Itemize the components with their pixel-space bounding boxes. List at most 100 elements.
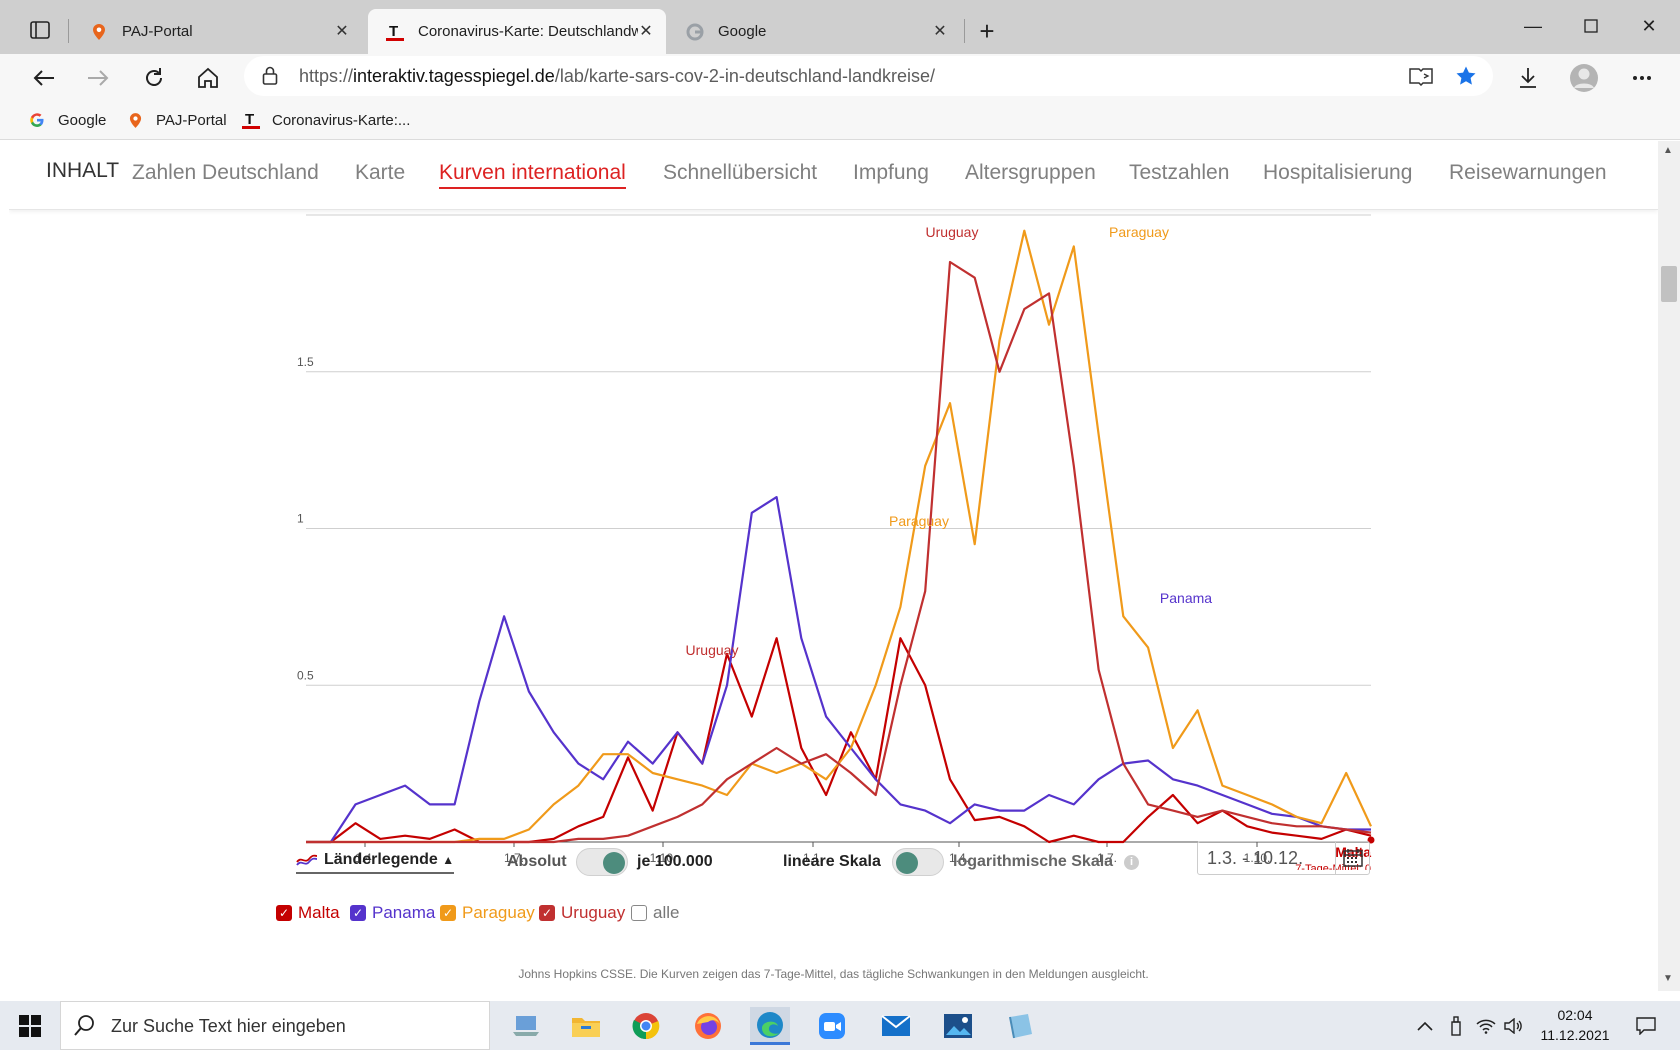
checkbox-uruguay[interactable]: ✓ Uruguay xyxy=(539,903,625,923)
immersive-reader-icon[interactable] xyxy=(1405,62,1437,90)
close-tab-icon[interactable]: ✕ xyxy=(639,23,653,40)
taskbar-search-box[interactable]: Zur Suche Text hier eingeben xyxy=(60,1001,490,1050)
end-sublabel: 7-Tage-Mittel: 0 xyxy=(1295,863,1371,870)
close-tab-icon[interactable]: ✕ xyxy=(335,23,349,40)
tagesspiegel-t-icon: T xyxy=(242,111,260,129)
nav-item-schnelluebersicht[interactable]: Schnellübersicht xyxy=(663,161,818,184)
favorite-star-icon[interactable] xyxy=(1450,62,1482,90)
scrollbar-thumb[interactable] xyxy=(1661,266,1677,302)
tab-label: Coronavirus-Karte: Deutschlandw xyxy=(418,23,638,40)
svg-text:T: T xyxy=(389,23,398,40)
nav-item-kurven-international[interactable]: Kurven international xyxy=(439,161,626,189)
tab-separator xyxy=(964,19,965,43)
linear-scale-label: lineare Skala xyxy=(783,853,881,870)
checkbox-label: alle xyxy=(653,903,680,922)
tab-paj-portal[interactable]: PAJ-Portal ✕ xyxy=(72,9,362,54)
firefox-icon[interactable] xyxy=(688,1007,728,1045)
series-line-panama xyxy=(306,496,1371,844)
nav-item-impfung[interactable]: Impfung xyxy=(853,161,929,184)
checkmark-icon: ✓ xyxy=(350,905,366,921)
nav-item-reisewarnungen[interactable]: Reisewarnungen xyxy=(1449,161,1607,184)
usb-device-icon[interactable] xyxy=(1444,1001,1468,1050)
calendar-icon[interactable] xyxy=(1335,842,1369,874)
windows-start-icon[interactable] xyxy=(10,1007,50,1045)
url-text: https://interaktiv.tagesspiegel.de/lab/k… xyxy=(299,66,935,86)
web-page: INHALT Zahlen Deutschland Karte Kurven i… xyxy=(9,141,1658,991)
file-explorer-icon[interactable] xyxy=(566,1007,606,1045)
mail-icon[interactable] xyxy=(876,1007,916,1045)
legend-lines-icon xyxy=(296,854,318,866)
chrome-icon[interactable] xyxy=(626,1007,666,1045)
google-g-icon xyxy=(28,111,46,129)
checkmark-icon: ✓ xyxy=(539,905,555,921)
zoom-app-icon[interactable] xyxy=(812,1007,852,1045)
downloads-icon[interactable] xyxy=(1510,60,1546,96)
forward-arrow-icon[interactable] xyxy=(80,60,116,96)
bookmark-google[interactable]: Google xyxy=(28,107,106,133)
more-menu-icon[interactable] xyxy=(1624,60,1660,96)
tray-chevron-up-icon[interactable] xyxy=(1410,1001,1440,1050)
date-range-value: 1.3. - 10.12. xyxy=(1207,848,1304,868)
volume-icon[interactable] xyxy=(1500,1001,1528,1050)
search-icon xyxy=(73,1014,95,1043)
taskbar-clock[interactable]: 02:04 11.12.2021 xyxy=(1530,1005,1620,1045)
tab-label: Google xyxy=(718,23,767,40)
info-icon[interactable]: i xyxy=(1124,855,1139,870)
reload-icon[interactable] xyxy=(136,60,172,96)
checkbox-malta[interactable]: ✓ Malta xyxy=(276,903,340,923)
legend-toggle-button[interactable]: Länderlegende ▲ xyxy=(296,851,455,874)
tab-label: PAJ-Portal xyxy=(122,23,193,40)
absolut-per100k-toggle[interactable] xyxy=(576,848,628,876)
tab-actions-icon[interactable] xyxy=(20,14,60,46)
notepad-app-icon[interactable] xyxy=(1000,1007,1040,1045)
close-tab-icon[interactable]: ✕ xyxy=(933,23,947,40)
date-range-input[interactable]: 1.3. - 10.12. xyxy=(1197,841,1370,875)
checkbox-label: Uruguay xyxy=(561,903,626,922)
nav-item-testzahlen[interactable]: Testzahlen xyxy=(1129,161,1230,184)
tab-google[interactable]: Google ✕ xyxy=(668,9,960,54)
close-window-icon[interactable]: ✕ xyxy=(1641,15,1657,36)
series-line-malta xyxy=(306,637,1372,844)
checkbox-paraguay[interactable]: ✓ Paraguay xyxy=(440,903,535,923)
tab-strip: PAJ-Portal ✕ T Coronavirus-Karte: Deutsc… xyxy=(0,0,1680,54)
scroll-up-arrow-icon[interactable]: ▲ xyxy=(1663,145,1673,156)
series-inline-label: Paraguay xyxy=(1109,224,1169,240)
vertical-scrollbar[interactable]: ▲ ▼ xyxy=(1658,141,1680,991)
profile-avatar-icon[interactable] xyxy=(1566,60,1602,96)
maximize-icon[interactable] xyxy=(1566,12,1616,40)
y-tick-label: 1.5 xyxy=(297,355,314,369)
bookmarks-bar: Google PAJ-Portal T Coronavirus-Karte:..… xyxy=(0,100,1680,140)
nav-item-karte[interactable]: Karte xyxy=(355,161,406,184)
checkbox-alle[interactable]: alle xyxy=(631,903,679,923)
map-pin-icon xyxy=(90,23,108,41)
bookmark-coronavirus-karte[interactable]: T Coronavirus-Karte:... xyxy=(242,107,410,133)
series-line-uruguay xyxy=(306,260,1372,844)
task-view-laptop-icon[interactable] xyxy=(506,1007,546,1045)
checkbox-panama[interactable]: ✓ Panama xyxy=(350,903,435,923)
nav-item-hospitalisierung[interactable]: Hospitalisierung xyxy=(1263,161,1413,184)
lock-icon[interactable] xyxy=(262,66,278,91)
address-bar[interactable]: https://interaktiv.tagesspiegel.de/lab/k… xyxy=(244,56,1493,96)
new-tab-plus-icon[interactable]: + xyxy=(979,15,995,46)
edge-icon[interactable] xyxy=(750,1007,790,1045)
tab-coronavirus-karte[interactable]: T Coronavirus-Karte: Deutschlandw ✕ xyxy=(368,9,666,54)
scroll-down-arrow-icon[interactable]: ▼ xyxy=(1663,973,1673,984)
series-inline-label: Panama xyxy=(1160,590,1212,606)
back-arrow-icon[interactable] xyxy=(26,60,62,96)
nav-item-zahlen-deutschland[interactable]: Zahlen Deutschland xyxy=(132,161,319,184)
x-tick-label: 1.4. xyxy=(355,851,375,865)
y-tick-label: 0.5 xyxy=(297,668,314,682)
photos-app-icon[interactable] xyxy=(938,1007,978,1045)
scale-toggle[interactable] xyxy=(892,848,944,876)
per100k-label: je 100.000 xyxy=(637,853,713,870)
minimize-icon[interactable]: — xyxy=(1524,15,1542,36)
wifi-icon[interactable] xyxy=(1472,1001,1500,1050)
nav-heading: INHALT xyxy=(46,159,120,182)
tagesspiegel-t-icon: T xyxy=(386,23,404,41)
bookmark-paj-portal[interactable]: PAJ-Portal xyxy=(126,107,227,133)
notification-center-icon[interactable] xyxy=(1626,1001,1666,1050)
home-icon[interactable] xyxy=(190,60,226,96)
series-inline-label: Uruguay xyxy=(926,224,979,240)
y-tick-label: 1 xyxy=(297,512,304,526)
nav-item-altersgruppen[interactable]: Altersgruppen xyxy=(965,161,1096,184)
